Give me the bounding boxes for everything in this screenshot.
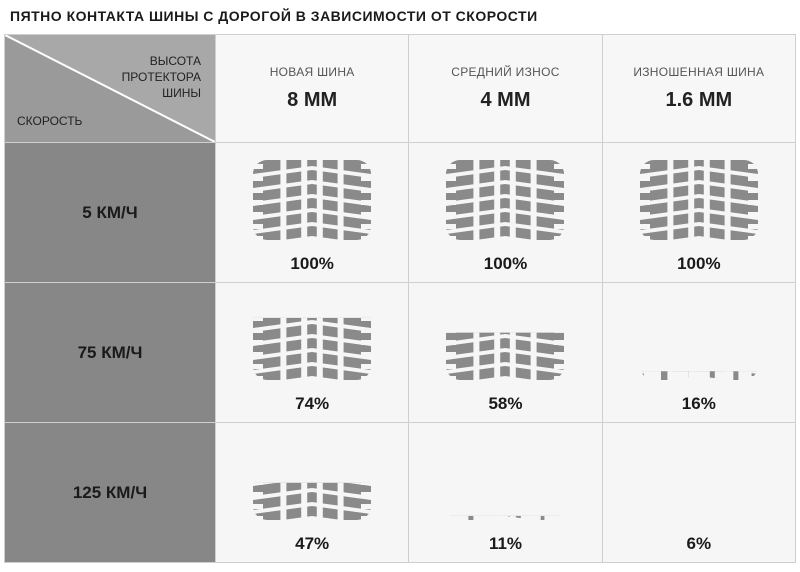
row-header-2: 125 КМ/Ч <box>4 423 216 563</box>
pct-2-0: 47% <box>295 534 329 554</box>
row-speed-1: 75 КМ/Ч <box>78 343 143 363</box>
tread-2-2 <box>609 429 789 530</box>
row-speed-2: 125 КМ/Ч <box>73 483 147 503</box>
corner-cell: ВЫСОТА ПРОТЕКТОРА ШИНЫ СКОРОСТЬ <box>4 35 216 143</box>
pct-2-1: 11% <box>489 534 522 554</box>
data-cell-2-0: 47% <box>216 423 409 563</box>
corner-upper-l3: ШИНЫ <box>122 85 201 101</box>
row-speed-0: 5 КМ/Ч <box>82 203 137 223</box>
tread-0-2 <box>609 149 789 250</box>
row-header-1: 75 КМ/Ч <box>4 283 216 423</box>
col-mm-0: 8 ММ <box>287 89 337 112</box>
pct-0-1: 100% <box>484 254 527 274</box>
data-cell-2-2: 6% <box>603 423 796 563</box>
data-cell-0-1: 100% <box>409 143 602 283</box>
infographic-container: ПЯТНО КОНТАКТА ШИНЫ С ДОРОГОЙ В ЗАВИСИМО… <box>0 0 800 571</box>
data-cell-2-1: 11% <box>409 423 602 563</box>
main-title: ПЯТНО КОНТАКТА ШИНЫ С ДОРОГОЙ В ЗАВИСИМО… <box>4 8 796 34</box>
pct-1-1: 58% <box>488 394 522 414</box>
pct-0-0: 100% <box>290 254 333 274</box>
data-cell-0-0: 100% <box>216 143 409 283</box>
col-label-1: СРЕДНИЙ ИЗНОС <box>451 65 560 79</box>
row-header-0: 5 КМ/Ч <box>4 143 216 283</box>
tread-0-0 <box>222 149 402 250</box>
tire-grid: ВЫСОТА ПРОТЕКТОРА ШИНЫ СКОРОСТЬ НОВАЯ ШИ… <box>4 34 796 563</box>
pct-2-2: 6% <box>687 534 712 554</box>
pct-0-2: 100% <box>677 254 720 274</box>
tread-1-0 <box>222 289 402 390</box>
tread-1-1 <box>415 289 595 390</box>
data-cell-0-2: 100% <box>603 143 796 283</box>
corner-upper-l2: ПРОТЕКТОРА <box>122 69 201 85</box>
corner-lower-label: СКОРОСТЬ <box>17 114 82 128</box>
corner-upper-l1: ВЫСОТА <box>122 53 201 69</box>
pct-1-2: 16% <box>682 394 716 414</box>
corner-upper-label: ВЫСОТА ПРОТЕКТОРА ШИНЫ <box>122 53 201 102</box>
col-header-2: ИЗНОШЕННАЯ ШИНА 1.6 ММ <box>603 35 796 143</box>
col-header-1: СРЕДНИЙ ИЗНОС 4 ММ <box>409 35 602 143</box>
data-cell-1-1: 58% <box>409 283 602 423</box>
col-header-0: НОВАЯ ШИНА 8 ММ <box>216 35 409 143</box>
pct-1-0: 74% <box>295 394 329 414</box>
col-mm-2: 1.6 ММ <box>665 89 732 112</box>
tread-2-0 <box>222 429 402 530</box>
tread-2-1 <box>415 429 595 530</box>
data-cell-1-0: 74% <box>216 283 409 423</box>
tread-1-2 <box>609 289 789 390</box>
col-mm-1: 4 ММ <box>480 89 530 112</box>
col-label-0: НОВАЯ ШИНА <box>270 65 355 79</box>
tread-0-1 <box>415 149 595 250</box>
data-cell-1-2: 16% <box>603 283 796 423</box>
col-label-2: ИЗНОШЕННАЯ ШИНА <box>633 65 764 79</box>
